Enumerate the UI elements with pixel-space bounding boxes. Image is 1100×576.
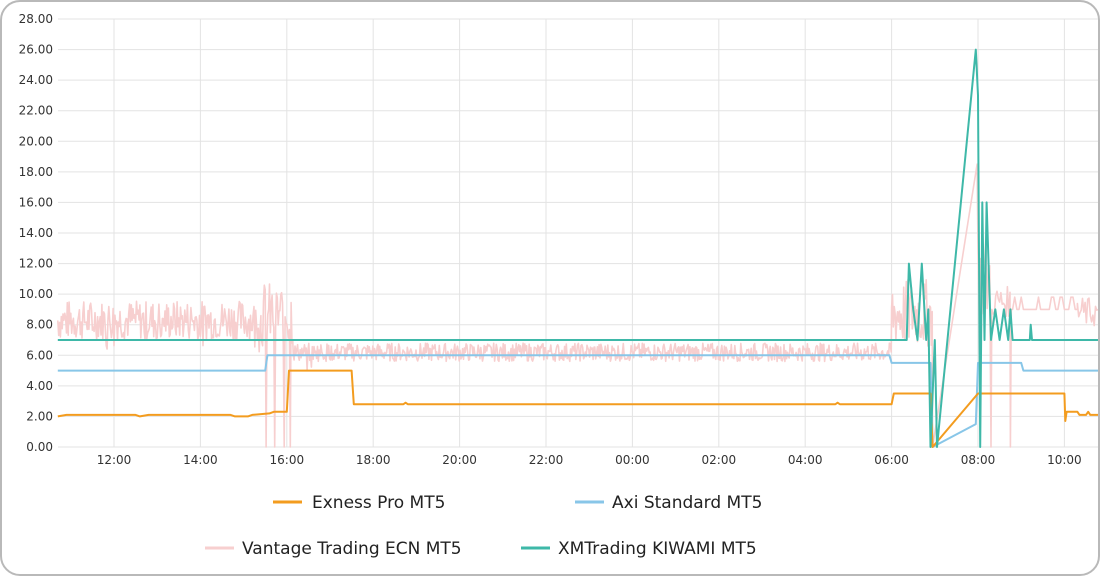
y-tick-label: 22.00 <box>19 104 53 118</box>
x-tick-label: 04:00 <box>788 453 823 467</box>
y-tick-label: 8.00 <box>26 318 53 332</box>
legend-label: Exness Pro MT5 <box>312 493 445 513</box>
x-tick-label: 12:00 <box>97 453 132 467</box>
y-tick-label: 28.00 <box>19 12 53 26</box>
y-tick-label: 12.00 <box>19 257 53 271</box>
y-tick-label: 16.00 <box>19 195 53 209</box>
series-lines <box>57 48 1098 448</box>
x-tick-label: 10:00 <box>1047 453 1082 467</box>
legend-label: Vantage Trading ECN MT5 <box>242 539 462 559</box>
x-tick-label: 06:00 <box>874 453 909 467</box>
y-axis: 0.00 2.00 4.00 6.00 8.00 10.00 12.00 14.00 16.00… <box>19 12 53 454</box>
series-line-xmtrading-kiwami-mt5[interactable] <box>57 48 1098 448</box>
y-tick-label: 10.00 <box>19 287 53 301</box>
y-tick-label: 14.00 <box>19 226 53 240</box>
y-tick-label: 2.00 <box>26 409 53 423</box>
legend-item-xmtrading[interactable]: XMTrading KIWAMI MT5 <box>521 539 757 559</box>
series-line-exness-pro-mt5[interactable] <box>57 369 1098 448</box>
legend-item-axi[interactable]: Axi Standard MT5 <box>575 493 762 513</box>
y-tick-label: 18.00 <box>19 165 53 179</box>
y-tick-label: 0.00 <box>26 440 53 454</box>
legend: Exness Pro MT5 Axi Standard MT5 Vantage … <box>205 493 762 559</box>
x-tick-label: 14:00 <box>183 453 218 467</box>
x-tick-label: 20:00 <box>442 453 477 467</box>
x-tick-label: 18:00 <box>356 453 391 467</box>
x-tick-label: 16:00 <box>270 453 305 467</box>
legend-item-vantage[interactable]: Vantage Trading ECN MT5 <box>205 539 462 559</box>
x-tick-label: 22:00 <box>529 453 564 467</box>
series-line-vantage-trading-ecn-mt5[interactable] <box>57 163 1098 448</box>
legend-label: Axi Standard MT5 <box>612 493 762 513</box>
y-tick-label: 4.00 <box>26 379 53 393</box>
x-axis: 12:00 14:00 16:00 18:00 20:00 22:00 00:00 02:00… <box>97 453 1082 467</box>
y-tick-label: 6.00 <box>26 348 53 362</box>
y-tick-label: 26.00 <box>19 43 53 57</box>
x-tick-label: 00:00 <box>615 453 650 467</box>
y-tick-label: 20.00 <box>19 134 53 148</box>
y-tick-label: 24.00 <box>19 73 53 87</box>
legend-label: XMTrading KIWAMI MT5 <box>558 539 757 559</box>
chart-grid <box>58 18 1098 448</box>
x-tick-label: 08:00 <box>961 453 996 467</box>
x-tick-label: 02:00 <box>702 453 737 467</box>
legend-item-exness[interactable]: Exness Pro MT5 <box>273 493 445 513</box>
